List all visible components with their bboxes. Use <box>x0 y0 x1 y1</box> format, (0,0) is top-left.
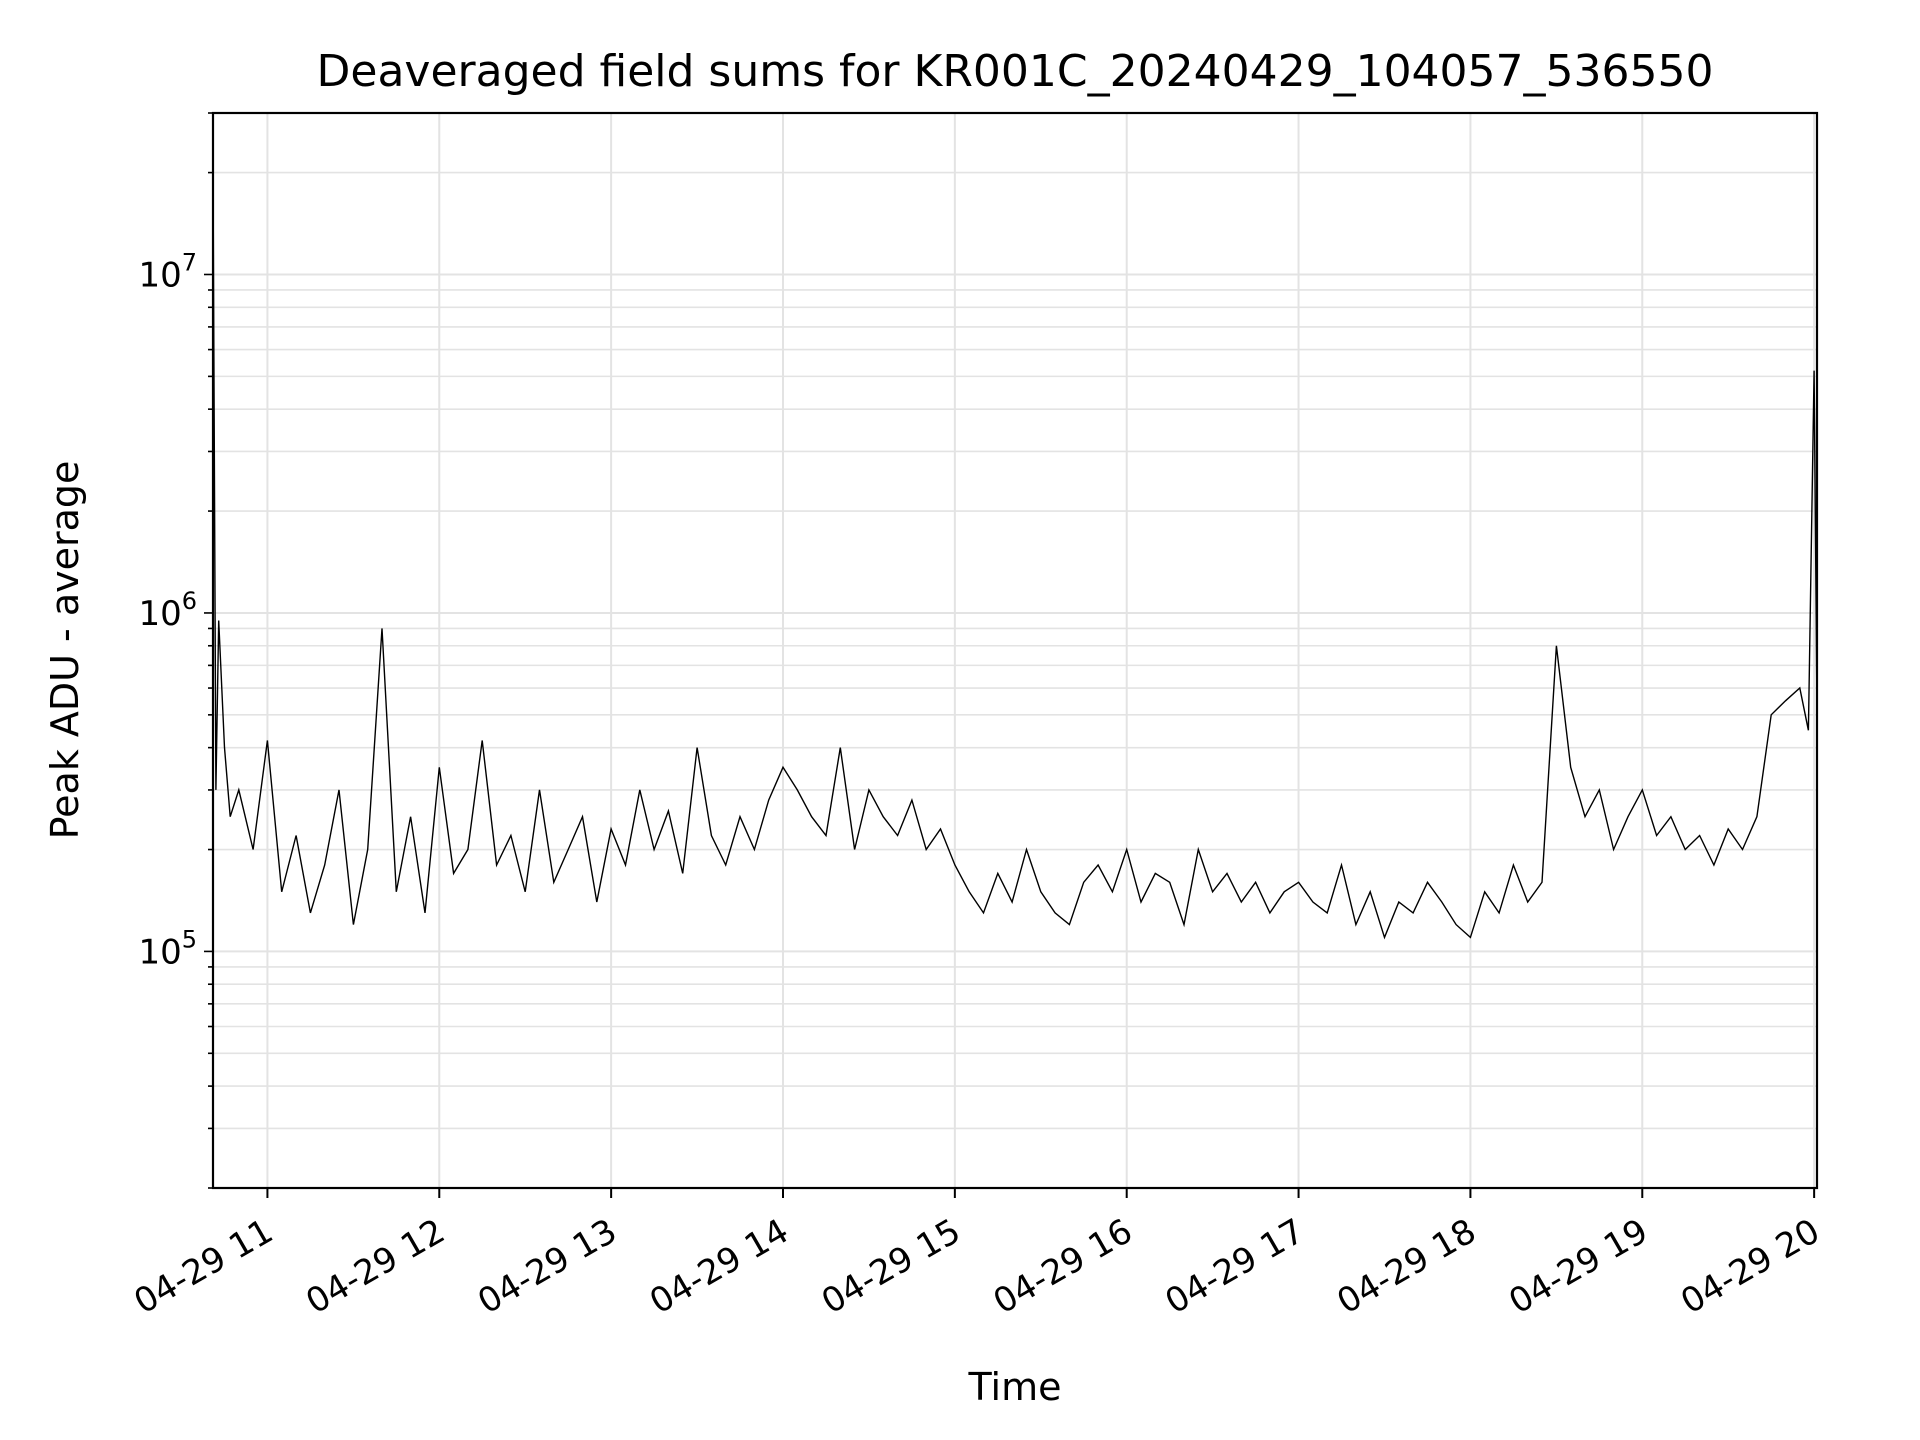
grid <box>213 112 1817 1189</box>
x-axis-label: Time <box>968 1365 1062 1409</box>
series-line <box>212 165 1818 940</box>
chart-title: Deaveraged field sums for KR001C_2024042… <box>317 46 1714 97</box>
y-tick-label: 107 <box>138 248 197 295</box>
plot-frame <box>211 111 1819 1190</box>
y-tick-label: 106 <box>138 587 197 634</box>
y-axis-label: Peak ADU - average <box>43 461 87 840</box>
y-axis-ticks: 105 106 107 <box>138 112 213 1189</box>
y-tick-label: 105 <box>138 925 197 972</box>
